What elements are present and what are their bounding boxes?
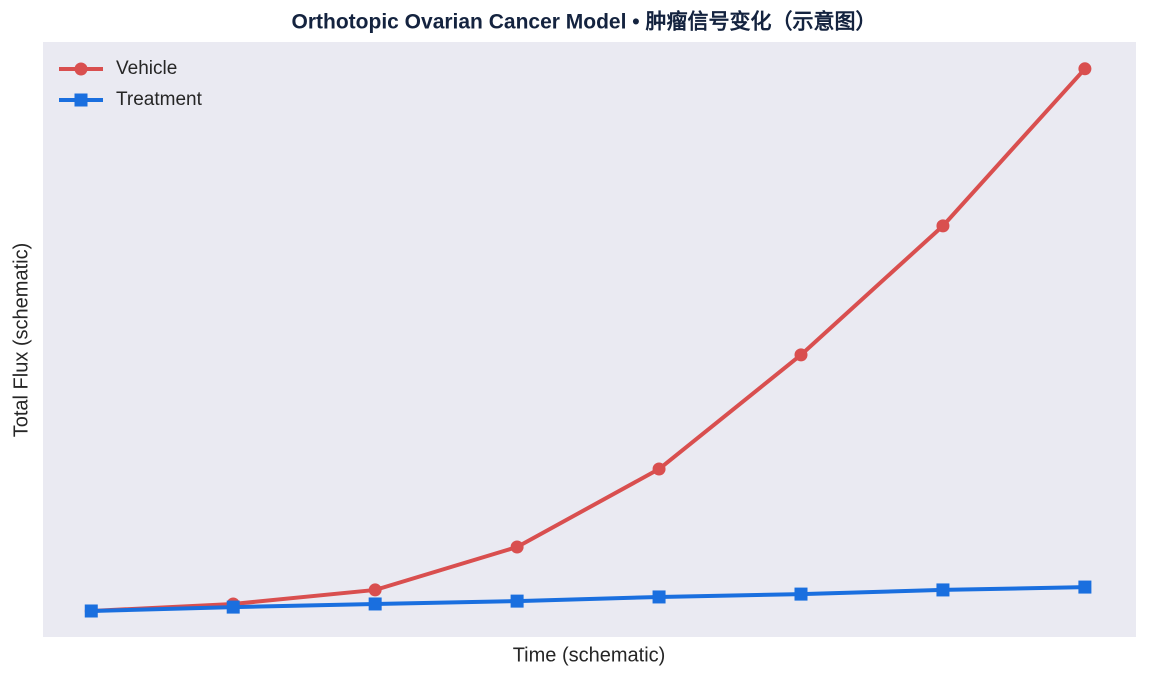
data-point [936,219,950,233]
plot-area [43,42,1136,637]
legend-label: Vehicle [116,58,177,79]
data-point [794,587,808,601]
data-point [936,583,950,597]
legend-marker [74,62,88,76]
series-line [91,585,1085,613]
legend-label: Treatment [116,89,203,110]
series-line [91,67,1087,613]
data-point [1078,62,1092,76]
data-point [510,594,524,608]
x-axis-label: Time (schematic) [513,644,666,666]
data-point [1078,580,1092,594]
data-point [652,590,666,604]
legend-marker [74,93,88,107]
data-point [510,540,524,554]
data-point [368,597,382,611]
data-point [652,462,666,476]
data-point [226,600,240,614]
chart-title: Orthotopic Ovarian Cancer Model • 肿瘤信号变化… [292,10,877,34]
data-point [368,583,382,597]
y-axis-label: Total Flux (schematic) [10,243,32,438]
data-point [794,348,808,362]
data-point [84,604,98,618]
